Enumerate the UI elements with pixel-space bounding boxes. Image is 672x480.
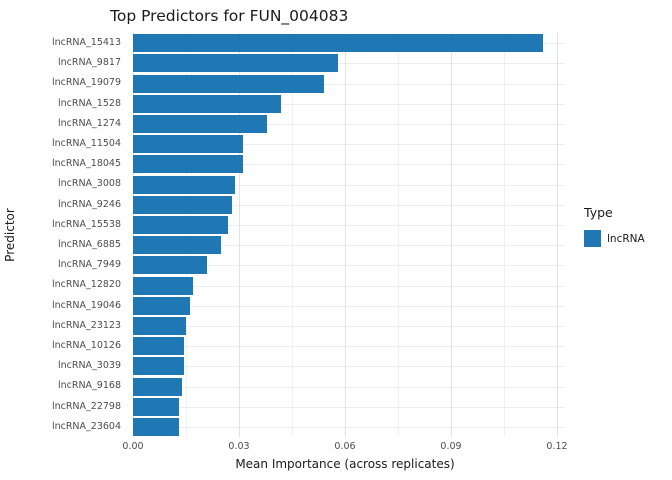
bar <box>133 34 543 53</box>
y-tick-label: lncRNA_22798 <box>51 400 121 412</box>
major-gridline <box>239 33 240 437</box>
horizontal-gridline <box>133 245 565 247</box>
minor-gridline <box>292 33 293 437</box>
bar <box>133 175 236 194</box>
y-tick-label: lncRNA_15538 <box>51 218 121 230</box>
legend-item: lncRNA <box>584 230 645 247</box>
major-gridline <box>133 33 134 437</box>
y-tick-label: lncRNA_23604 <box>51 420 121 432</box>
x-tick-label: 0.00 <box>122 441 144 452</box>
y-tick-label: lncRNA_23123 <box>51 319 121 331</box>
y-tick-label: lncRNA_6885 <box>57 239 121 250</box>
legend-color-swatch <box>584 230 601 247</box>
x-axis-labels: 0.00 0.03 0.06 0.09 0.12 <box>0 441 672 455</box>
bar <box>133 155 243 174</box>
y-tick-label: lncRNA_11504 <box>51 138 121 149</box>
legend-title: Type <box>584 205 613 220</box>
bar <box>133 337 185 356</box>
major-gridline <box>345 33 346 437</box>
y-tick-label: lncRNA_3039 <box>57 360 121 372</box>
horizontal-gridline <box>133 224 565 226</box>
horizontal-gridline <box>133 426 565 428</box>
y-tick-label: lncRNA_1274 <box>57 117 121 129</box>
minor-gridline <box>398 33 399 437</box>
bar <box>133 296 190 315</box>
bar <box>133 397 179 416</box>
y-tick-label: lncRNA_9246 <box>57 198 121 210</box>
x-tick-label: 0.12 <box>546 441 568 452</box>
horizontal-gridline <box>133 366 565 368</box>
legend: Type lncRNA <box>584 205 645 247</box>
horizontal-gridline <box>133 144 565 146</box>
horizontal-gridline <box>133 346 565 348</box>
chart-title: Top Predictors for FUN_004083 <box>110 7 349 25</box>
y-tick-label: lncRNA_19046 <box>51 299 121 311</box>
y-tick-label: lncRNA_12820 <box>51 279 121 291</box>
horizontal-gridline <box>133 83 565 85</box>
horizontal-gridline <box>133 164 565 166</box>
y-tick-label: lncRNA_19079 <box>51 77 121 89</box>
bar <box>133 417 179 436</box>
y-tick-label: lncRNA_3008 <box>57 178 121 190</box>
y-axis-labels: lncRNA_15413 lncRNA_9817 lncRNA_19079 lncRN… <box>0 33 127 437</box>
x-tick-label: 0.03 <box>228 441 250 452</box>
minor-gridline <box>504 33 505 437</box>
horizontal-gridline <box>133 386 565 388</box>
horizontal-gridline <box>133 184 565 186</box>
horizontal-gridline <box>133 63 565 65</box>
y-tick-label: lncRNA_9817 <box>57 57 121 69</box>
x-axis-title: Mean Importance (across replicates) <box>235 457 455 471</box>
major-gridline <box>557 33 558 437</box>
y-tick-label: lncRNA_1528 <box>57 97 121 109</box>
bar <box>133 94 282 113</box>
horizontal-gridline <box>133 103 565 105</box>
major-gridline <box>451 33 452 437</box>
bar <box>133 377 183 396</box>
horizontal-gridline <box>133 305 565 307</box>
bar <box>133 195 232 214</box>
horizontal-gridline <box>133 204 565 206</box>
horizontal-gridline <box>133 325 565 327</box>
bar <box>133 54 338 73</box>
plot-panel <box>133 33 565 437</box>
horizontal-gridline <box>133 265 565 267</box>
bar <box>133 114 268 133</box>
x-tick-label: 0.06 <box>334 441 356 452</box>
x-tick-label: 0.09 <box>440 441 462 452</box>
bar <box>133 236 222 255</box>
bar <box>133 357 185 376</box>
y-tick-label: lncRNA_15413 <box>51 37 121 48</box>
y-tick-label: lncRNA_18045 <box>51 158 121 170</box>
bar <box>133 215 229 234</box>
bar <box>133 74 324 93</box>
y-tick-label: lncRNA_7949 <box>57 259 121 271</box>
bar <box>133 276 194 295</box>
horizontal-gridline <box>133 123 565 125</box>
legend-item-label: lncRNA <box>607 232 645 245</box>
y-tick-label: lncRNA_9168 <box>57 380 121 392</box>
minor-gridline <box>186 33 187 437</box>
y-tick-label: lncRNA_10126 <box>51 340 121 351</box>
bar <box>133 316 186 335</box>
bar <box>133 135 243 154</box>
horizontal-gridline <box>133 406 565 408</box>
bar <box>133 256 208 275</box>
horizontal-gridline <box>133 285 565 287</box>
